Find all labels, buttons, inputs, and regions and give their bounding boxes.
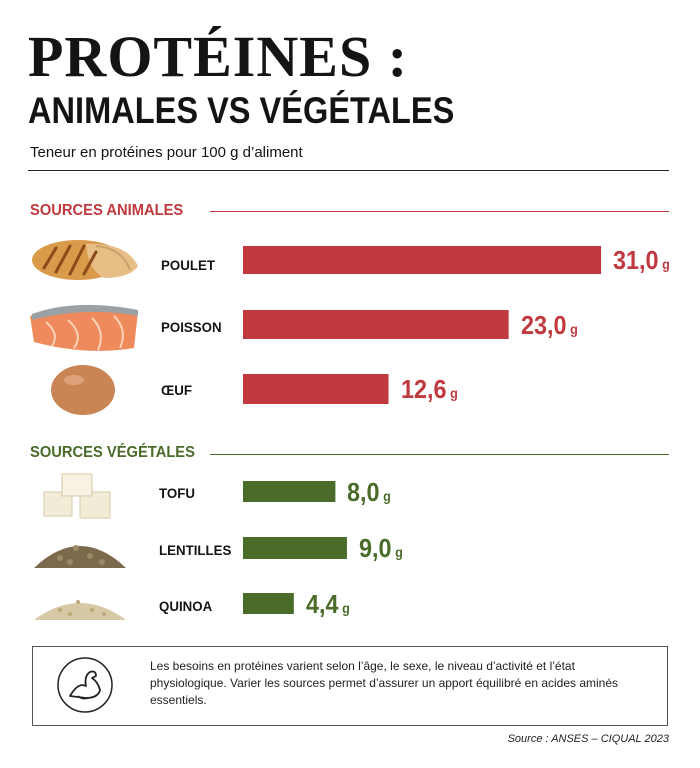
category-label-quinoa: QUINOA (159, 598, 213, 614)
data-label-tofu: 8,0 g (347, 476, 392, 507)
bar-œuf (243, 374, 389, 404)
flexed-arm-icon (57, 657, 113, 713)
info-box (32, 646, 668, 726)
lentils-pile-illustration (34, 545, 126, 568)
egg-illustration (51, 365, 115, 415)
grilled-chicken-illustration (32, 240, 138, 280)
tofu-cubes-illustration (43, 473, 111, 519)
quinoa-pile-illustration (34, 600, 126, 620)
bar-poisson (243, 310, 509, 339)
info-text: Les besoins en protéines varient selon l… (150, 659, 619, 707)
page-subtitle: Teneur en protéines pour 100 g d’aliment (30, 144, 303, 161)
bar-tofu (243, 481, 336, 502)
section-title-vegetal: SOURCES VÉGÉTALES (30, 444, 195, 461)
data-label-poulet: 31,0 g (613, 245, 670, 275)
section-title-animal: SOURCES ANIMALES (30, 202, 184, 219)
section-divider-animal (210, 211, 669, 212)
bar-lentilles (243, 537, 347, 559)
data-label-poisson: 23,0 g (520, 309, 578, 340)
page-title: PROTÉINES : (28, 24, 409, 89)
category-label-lentilles: LENTILLES (159, 542, 232, 558)
section-divider-vegetal (210, 454, 669, 455)
data-label-oeuf: 12,6 g (400, 374, 458, 404)
category-label-tofu: TOFU (159, 485, 195, 501)
header-divider (28, 170, 669, 171)
page-title-secondary: ANIMALES VS VÉGÉTALES (28, 90, 455, 131)
salmon-fillet-illustration (30, 304, 138, 351)
data-label-lentilles: 9,0 g (358, 533, 403, 563)
protein-bar-chart (243, 246, 602, 614)
category-label-poisson: POISSON (161, 319, 222, 335)
category-label-oeuf: ŒUF (161, 382, 193, 398)
category-label-poulet: POULET (161, 257, 215, 273)
bar-poulet (243, 246, 602, 274)
data-label-quinoa: 4,4 g (305, 588, 350, 619)
source-citation: Source : ANSES – CIQUAL 2023 (507, 733, 669, 745)
bar-quinoa (243, 593, 294, 614)
